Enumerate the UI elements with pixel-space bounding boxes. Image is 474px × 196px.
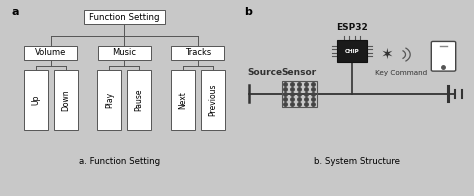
- Text: Pause: Pause: [135, 89, 144, 111]
- Text: Volume: Volume: [35, 48, 66, 57]
- Bar: [337, 40, 367, 62]
- Text: Previous: Previous: [208, 83, 217, 116]
- Text: Sensor: Sensor: [282, 68, 317, 77]
- Text: b: b: [244, 7, 252, 17]
- FancyBboxPatch shape: [84, 10, 164, 24]
- FancyBboxPatch shape: [24, 46, 77, 60]
- FancyBboxPatch shape: [431, 41, 456, 71]
- Text: Source: Source: [247, 68, 283, 77]
- Text: Function Setting: Function Setting: [89, 13, 160, 22]
- Text: a. Function Setting: a. Function Setting: [79, 158, 160, 166]
- Bar: [282, 81, 317, 107]
- FancyBboxPatch shape: [98, 46, 151, 60]
- Text: Up: Up: [31, 94, 40, 105]
- Text: ESP32: ESP32: [336, 23, 368, 32]
- Text: b. System Structure: b. System Structure: [314, 158, 400, 166]
- FancyBboxPatch shape: [54, 70, 78, 130]
- FancyBboxPatch shape: [172, 46, 224, 60]
- FancyBboxPatch shape: [171, 70, 195, 130]
- Text: Tracks: Tracks: [185, 48, 211, 57]
- FancyBboxPatch shape: [97, 70, 121, 130]
- FancyBboxPatch shape: [127, 70, 151, 130]
- Text: a: a: [12, 7, 19, 17]
- Text: ⦿: ⦿: [386, 53, 388, 57]
- Text: Down: Down: [61, 89, 70, 111]
- Text: Key Command: Key Command: [375, 70, 428, 76]
- FancyBboxPatch shape: [24, 70, 48, 130]
- Text: ✶: ✶: [381, 47, 393, 62]
- Text: Play: Play: [105, 92, 114, 108]
- FancyBboxPatch shape: [201, 70, 225, 130]
- Text: Next: Next: [178, 91, 187, 109]
- Text: Music: Music: [112, 48, 137, 57]
- Text: CHIP: CHIP: [345, 49, 359, 54]
